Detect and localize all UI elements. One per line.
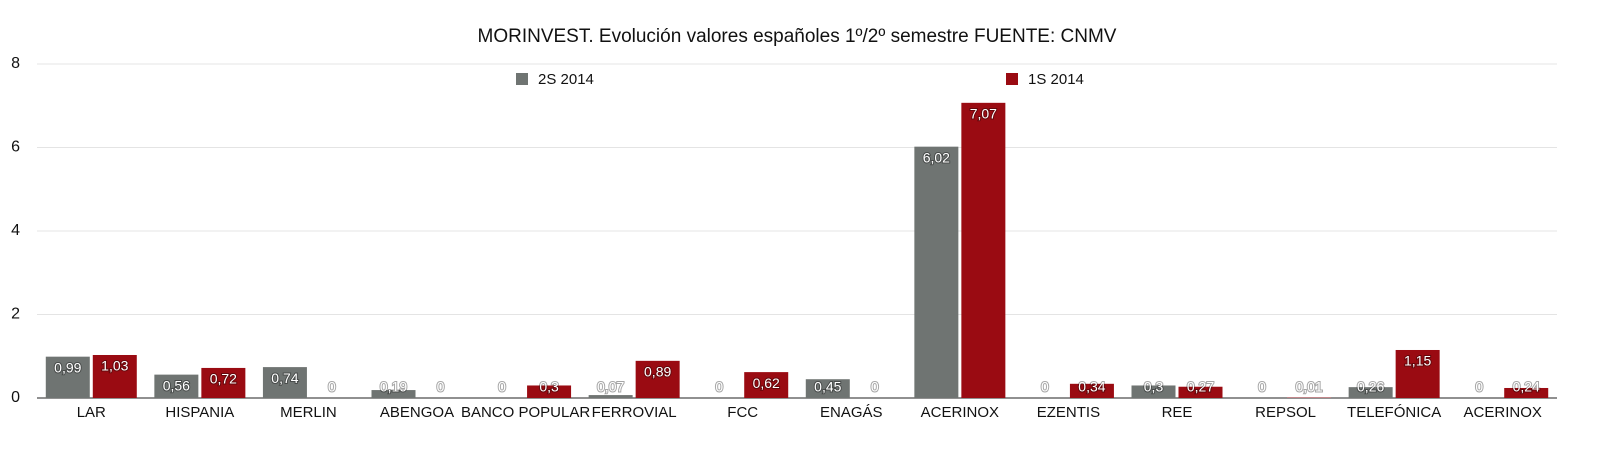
legend-label: 1S 2014 bbox=[1028, 71, 1084, 88]
x-tick-label: LAR bbox=[77, 404, 106, 421]
value-label: 0,27 bbox=[1187, 379, 1214, 395]
value-label: 0,72 bbox=[210, 371, 237, 387]
x-tick-label: MERLIN bbox=[280, 404, 337, 421]
bar bbox=[201, 367, 246, 398]
x-tick-label: TELEFÓNICA bbox=[1347, 404, 1441, 421]
bar bbox=[45, 356, 90, 398]
value-label: 0 bbox=[328, 379, 336, 395]
bar bbox=[371, 390, 416, 398]
value-label: 0,24 bbox=[1513, 379, 1540, 395]
legend-label: 2S 2014 bbox=[538, 71, 594, 88]
value-label: 0 bbox=[1475, 379, 1483, 395]
y-tick-label: 6 bbox=[11, 139, 20, 156]
bar bbox=[1069, 383, 1114, 398]
x-tick-label: FERROVIAL bbox=[592, 404, 677, 421]
x-tick-label: ABENGOA bbox=[380, 404, 454, 421]
legend-swatch bbox=[1006, 73, 1018, 85]
bar bbox=[1395, 349, 1440, 398]
value-label: 0,19 bbox=[380, 379, 407, 395]
value-label: 7,07 bbox=[970, 106, 997, 122]
value-label: 0,56 bbox=[163, 377, 190, 393]
bar bbox=[92, 354, 137, 398]
value-label: 0 bbox=[1041, 379, 1049, 395]
bar bbox=[805, 379, 850, 398]
bar bbox=[961, 102, 1006, 398]
x-tick-label: ACERINOX bbox=[921, 404, 999, 421]
bar bbox=[1178, 386, 1223, 398]
legend-swatch bbox=[516, 73, 528, 85]
y-tick-label: 0 bbox=[11, 389, 20, 406]
bar bbox=[154, 374, 199, 398]
bar bbox=[635, 360, 680, 398]
value-label: 0,3 bbox=[1144, 379, 1164, 395]
chart-title: MORINVEST. Evolución valores españoles 1… bbox=[478, 26, 1117, 47]
x-tick-label: ENAGÁS bbox=[820, 404, 883, 421]
value-label: 0 bbox=[715, 379, 723, 395]
bar bbox=[744, 372, 789, 398]
value-label: 0,62 bbox=[753, 375, 780, 391]
value-label: 0 bbox=[437, 379, 445, 395]
bar bbox=[1348, 387, 1393, 398]
value-label: 0,01 bbox=[1295, 379, 1322, 395]
y-tick-label: 8 bbox=[11, 55, 20, 72]
y-tick-label: 4 bbox=[11, 222, 20, 239]
value-label: 0,26 bbox=[1357, 379, 1384, 395]
x-tick-label: BANCO POPULAR bbox=[461, 404, 590, 421]
value-label: 0 bbox=[498, 379, 506, 395]
value-label: 0,34 bbox=[1078, 379, 1105, 395]
bar bbox=[1504, 387, 1549, 398]
value-label: 1,03 bbox=[101, 358, 128, 374]
value-label: 6,02 bbox=[923, 149, 950, 165]
value-label: 0 bbox=[1258, 379, 1266, 395]
bar bbox=[262, 367, 307, 398]
x-tick-label: EZENTIS bbox=[1037, 404, 1100, 421]
value-label: 0,07 bbox=[597, 379, 624, 395]
bar bbox=[914, 146, 959, 398]
y-tick-label: 2 bbox=[11, 306, 20, 323]
bar bbox=[527, 385, 572, 398]
x-tick-label: FCC bbox=[727, 404, 758, 421]
bar bbox=[1131, 385, 1176, 398]
value-label: 0,89 bbox=[644, 364, 671, 380]
value-label: 0 bbox=[871, 379, 879, 395]
x-tick-label: ACERINOX bbox=[1464, 404, 1542, 421]
bar bbox=[588, 395, 633, 398]
value-label: 1,15 bbox=[1404, 353, 1431, 369]
value-label: 0,45 bbox=[814, 379, 841, 395]
value-label: 0,3 bbox=[539, 379, 559, 395]
x-tick-label: HISPANIA bbox=[165, 404, 234, 421]
value-label: 0,74 bbox=[271, 370, 298, 386]
value-label: 0,99 bbox=[54, 359, 81, 375]
x-tick-label: REE bbox=[1162, 404, 1193, 421]
x-tick-label: REPSOL bbox=[1255, 404, 1316, 421]
